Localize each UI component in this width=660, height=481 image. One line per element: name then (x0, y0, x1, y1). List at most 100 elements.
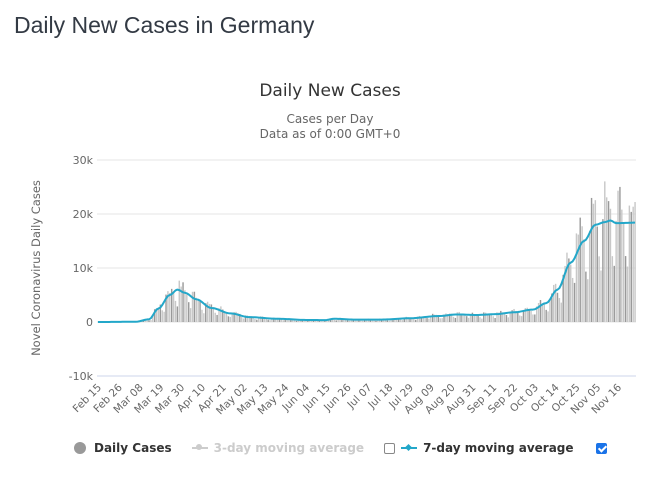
daily-case-bar (388, 320, 390, 322)
daily-case-bar (475, 314, 477, 322)
daily-case-bar (352, 319, 354, 322)
daily-case-bar (585, 271, 587, 322)
daily-case-bar (210, 304, 213, 322)
page-title: Daily New Cases in Germany (14, 12, 315, 38)
daily-case-bar (201, 309, 203, 322)
daily-case-bar (488, 313, 491, 322)
daily-case-bar (573, 282, 576, 322)
daily-case-bar (439, 318, 441, 322)
daily-case-bar (605, 197, 608, 322)
daily-case-bar (553, 284, 555, 322)
daily-case-bar (176, 306, 179, 322)
daily-case-bar (492, 316, 494, 322)
daily-case-bar (598, 256, 600, 322)
daily-case-bar (634, 202, 636, 322)
daily-case-bar (188, 302, 190, 322)
daily-case-bar (511, 310, 513, 322)
daily-case-bar (248, 316, 250, 322)
daily-case-bar (344, 319, 347, 322)
daily-case-bar (503, 313, 506, 322)
daily-case-bar (284, 318, 286, 322)
legend-item-7-day-average[interactable]: 7-day moving average (401, 441, 574, 455)
daily-cases-marker-icon (74, 442, 86, 454)
daily-case-bar (310, 320, 313, 322)
daily-case-bar (396, 318, 398, 322)
daily-case-bar (602, 219, 604, 322)
daily-case-bar (276, 317, 279, 322)
daily-case-bar (362, 320, 364, 322)
y-tick-label: 10k (73, 262, 94, 275)
daily-case-bar (273, 317, 275, 322)
daily-case-bar (214, 312, 216, 322)
daily-case-bar (528, 309, 530, 322)
daily-case-bar (250, 317, 252, 322)
daily-case-bar (422, 316, 424, 322)
daily-case-bar (624, 256, 627, 322)
daily-case-bar (626, 266, 629, 322)
daily-case-bar (392, 318, 394, 322)
daily-case-bar (433, 314, 436, 322)
daily-case-bar (146, 318, 148, 322)
daily-case-bar (327, 319, 330, 322)
daily-case-bar (507, 317, 510, 322)
daily-case-bar (466, 316, 468, 322)
daily-case-bar (560, 302, 563, 322)
daily-case-bar (348, 320, 351, 322)
daily-case-bar (554, 283, 557, 322)
daily-case-bar (562, 274, 564, 322)
daily-case-bar (407, 317, 409, 322)
seven-day-average-path (97, 219, 636, 323)
daily-case-bar (570, 264, 572, 322)
daily-case-bar (225, 313, 228, 322)
daily-case-bar (333, 319, 336, 322)
daily-case-bar (428, 318, 430, 322)
3-day-average-checkbox[interactable] (384, 442, 396, 454)
legend-item-daily-cases[interactable]: Daily Cases (74, 441, 172, 455)
daily-case-bar (240, 317, 243, 322)
daily-case-bar (588, 230, 591, 322)
daily-case-bar (307, 320, 309, 322)
daily-case-bar (205, 303, 207, 322)
daily-case-bar (607, 201, 610, 322)
daily-case-bar (292, 319, 294, 322)
daily-case-bar (197, 299, 199, 322)
legend-label: Daily Cases (94, 441, 172, 455)
daily-case-bar (153, 309, 156, 322)
daily-case-bar (377, 319, 379, 322)
daily-case-bar (271, 317, 273, 322)
daily-case-bar (172, 292, 175, 322)
daily-case-bar (252, 317, 254, 322)
daily-case-bar (152, 314, 154, 322)
daily-case-bar (483, 312, 485, 322)
daily-case-bar (161, 310, 163, 322)
daily-case-bar (600, 270, 602, 322)
daily-case-bar (437, 315, 440, 322)
daily-case-bar (180, 286, 182, 322)
daily-case-bar (537, 302, 540, 322)
daily-case-bar (360, 320, 362, 322)
legend-label: 3-day moving average (213, 441, 365, 455)
daily-case-bar (447, 314, 449, 322)
daily-case-bar (522, 310, 525, 322)
daily-case-bar (628, 205, 631, 322)
daily-case-bar (558, 298, 561, 322)
daily-case-bar (269, 320, 271, 322)
daily-case-bar (456, 312, 458, 322)
daily-case-bar (369, 319, 371, 322)
daily-case-bar (441, 318, 443, 322)
daily-case-bar (526, 307, 528, 322)
daily-case-bar (148, 320, 150, 322)
daily-case-bar (237, 313, 239, 322)
daily-case-bar (450, 313, 453, 322)
daily-case-bar (401, 320, 404, 322)
chart-subtitle-line: Data as of 0:00 GMT+0 (260, 127, 401, 141)
legend-item-3-day-average[interactable]: 3-day moving average (191, 441, 365, 455)
daily-case-bar (329, 318, 332, 322)
daily-case-bar (571, 277, 574, 322)
daily-case-bar (223, 311, 226, 322)
daily-case-bar (397, 318, 400, 322)
7-day-average-checkbox[interactable] (595, 442, 607, 454)
daily-case-bar (229, 316, 232, 322)
